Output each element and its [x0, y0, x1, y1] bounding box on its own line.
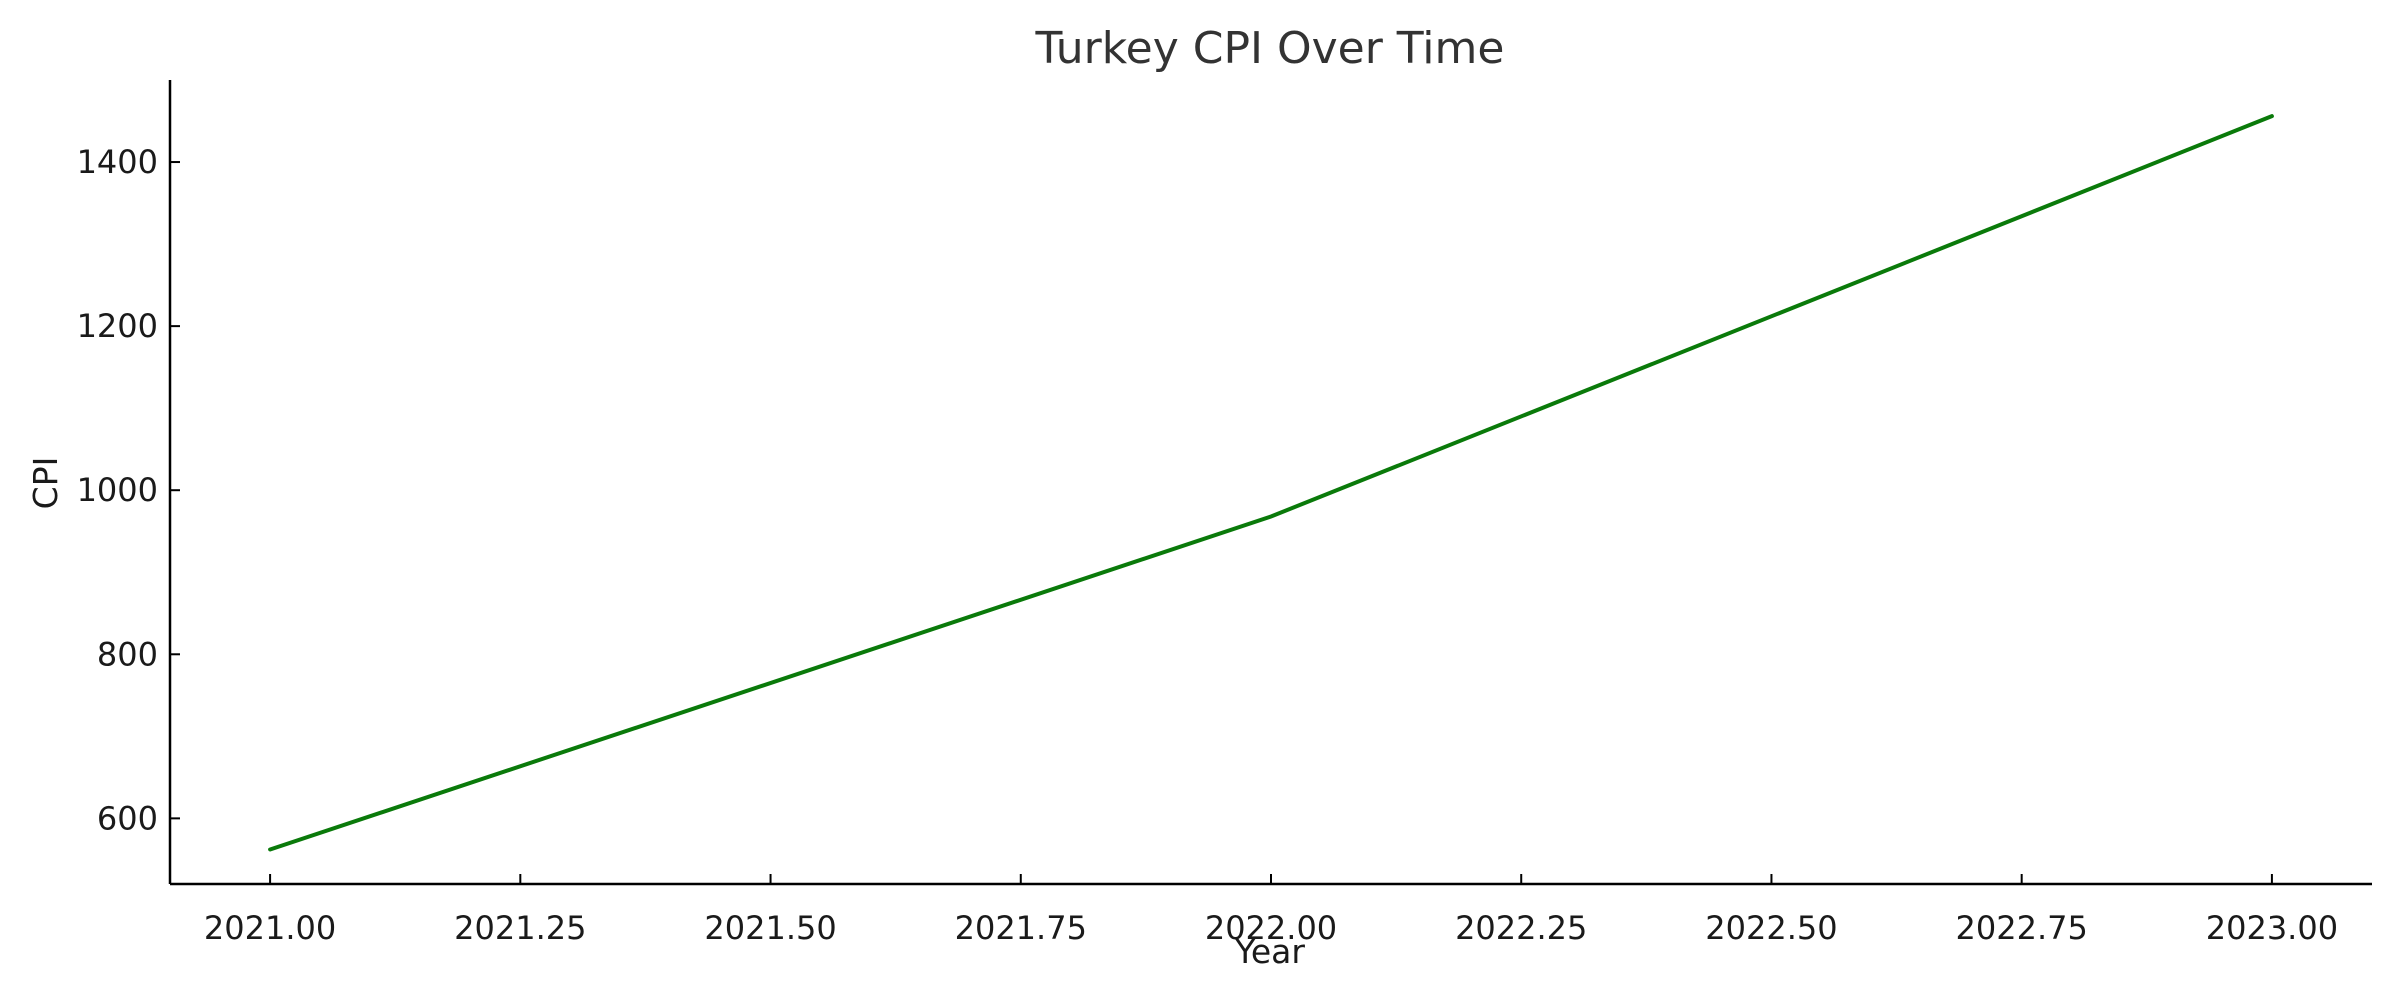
- x-tick-label: 2022.75: [1956, 909, 2088, 947]
- y-axis-label: CPI: [26, 457, 65, 510]
- x-tick-label: 2022.25: [1455, 909, 1587, 947]
- chart-title: Turkey CPI Over Time: [1035, 23, 1505, 74]
- x-tick-label: 2023.00: [2206, 909, 2338, 947]
- series-layer: [268, 114, 2274, 852]
- axes: [168, 80, 2372, 886]
- x-axis-ticks: 2021.00 2021.25 2021.50 2021.75 2022.00 2022.…: [204, 874, 2338, 947]
- cpi-series-line: [268, 114, 2274, 852]
- x-tick-label: 2021.00: [204, 909, 336, 947]
- y-axis-ticks: 600 800 1000 1200 1400: [77, 143, 180, 837]
- y-tick-label: 1200: [77, 307, 158, 345]
- x-tick-label: 2022.00: [1205, 909, 1337, 947]
- x-tick-label: 2021.25: [454, 909, 586, 947]
- y-tick-label: 600: [97, 799, 158, 837]
- y-tick-label: 1400: [77, 143, 158, 181]
- x-axis-label: Year: [1234, 932, 1305, 971]
- x-tick-label: 2021.75: [955, 909, 1087, 947]
- y-tick-label: 1000: [77, 471, 158, 509]
- x-tick-label: 2022.50: [1705, 909, 1837, 947]
- y-tick-label: 800: [97, 635, 158, 673]
- x-tick-label: 2021.50: [704, 909, 836, 947]
